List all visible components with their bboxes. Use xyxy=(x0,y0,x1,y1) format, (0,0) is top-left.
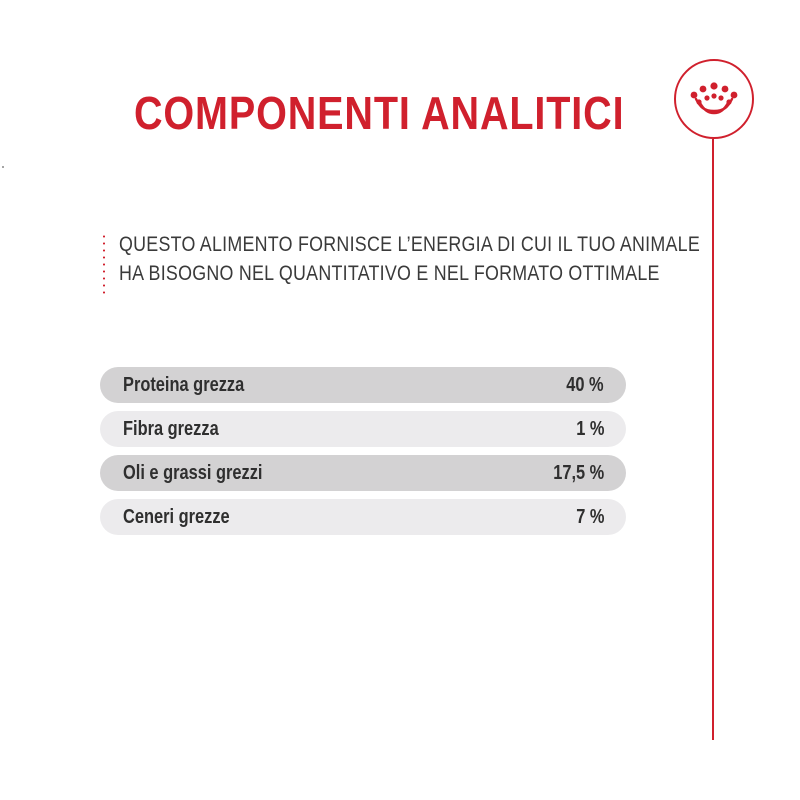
row-value: 1 % xyxy=(575,418,604,440)
row-value: 40 % xyxy=(566,374,604,396)
crown-icon xyxy=(690,82,738,115)
row-value: 7 % xyxy=(575,506,604,528)
row-label: Ceneri grezze xyxy=(123,506,230,528)
decorative-vertical-line xyxy=(712,139,714,740)
decorative-dotted-line xyxy=(103,233,105,295)
intro-line-1: QUESTO ALIMENTO FORNISCE L’ENERGIA DI CU… xyxy=(119,233,701,256)
intro-text: QUESTO ALIMENTO FORNISCE L’ENERGIA DI CU… xyxy=(119,230,701,288)
analytical-components-table: Proteina grezza 40 % Fibra grezza 1 % Ol… xyxy=(100,367,626,543)
intro-line-2: HA BISOGNO NEL QUANTITATIVO E NEL FORMAT… xyxy=(119,262,660,285)
row-label: Proteina grezza xyxy=(123,374,245,396)
table-row: Fibra grezza 1 % xyxy=(100,411,626,447)
table-row: Proteina grezza 40 % xyxy=(100,367,626,403)
brand-logo xyxy=(674,59,754,139)
row-value: 17,5 % xyxy=(552,462,604,484)
page-title: COMPONENTI ANALITICI xyxy=(134,87,625,139)
stray-dot xyxy=(2,166,4,168)
row-label: Oli e grassi grezzi xyxy=(123,462,263,484)
row-label: Fibra grezza xyxy=(123,418,219,440)
table-row: Ceneri grezze 7 % xyxy=(100,499,626,535)
table-row: Oli e grassi grezzi 17,5 % xyxy=(100,455,626,491)
